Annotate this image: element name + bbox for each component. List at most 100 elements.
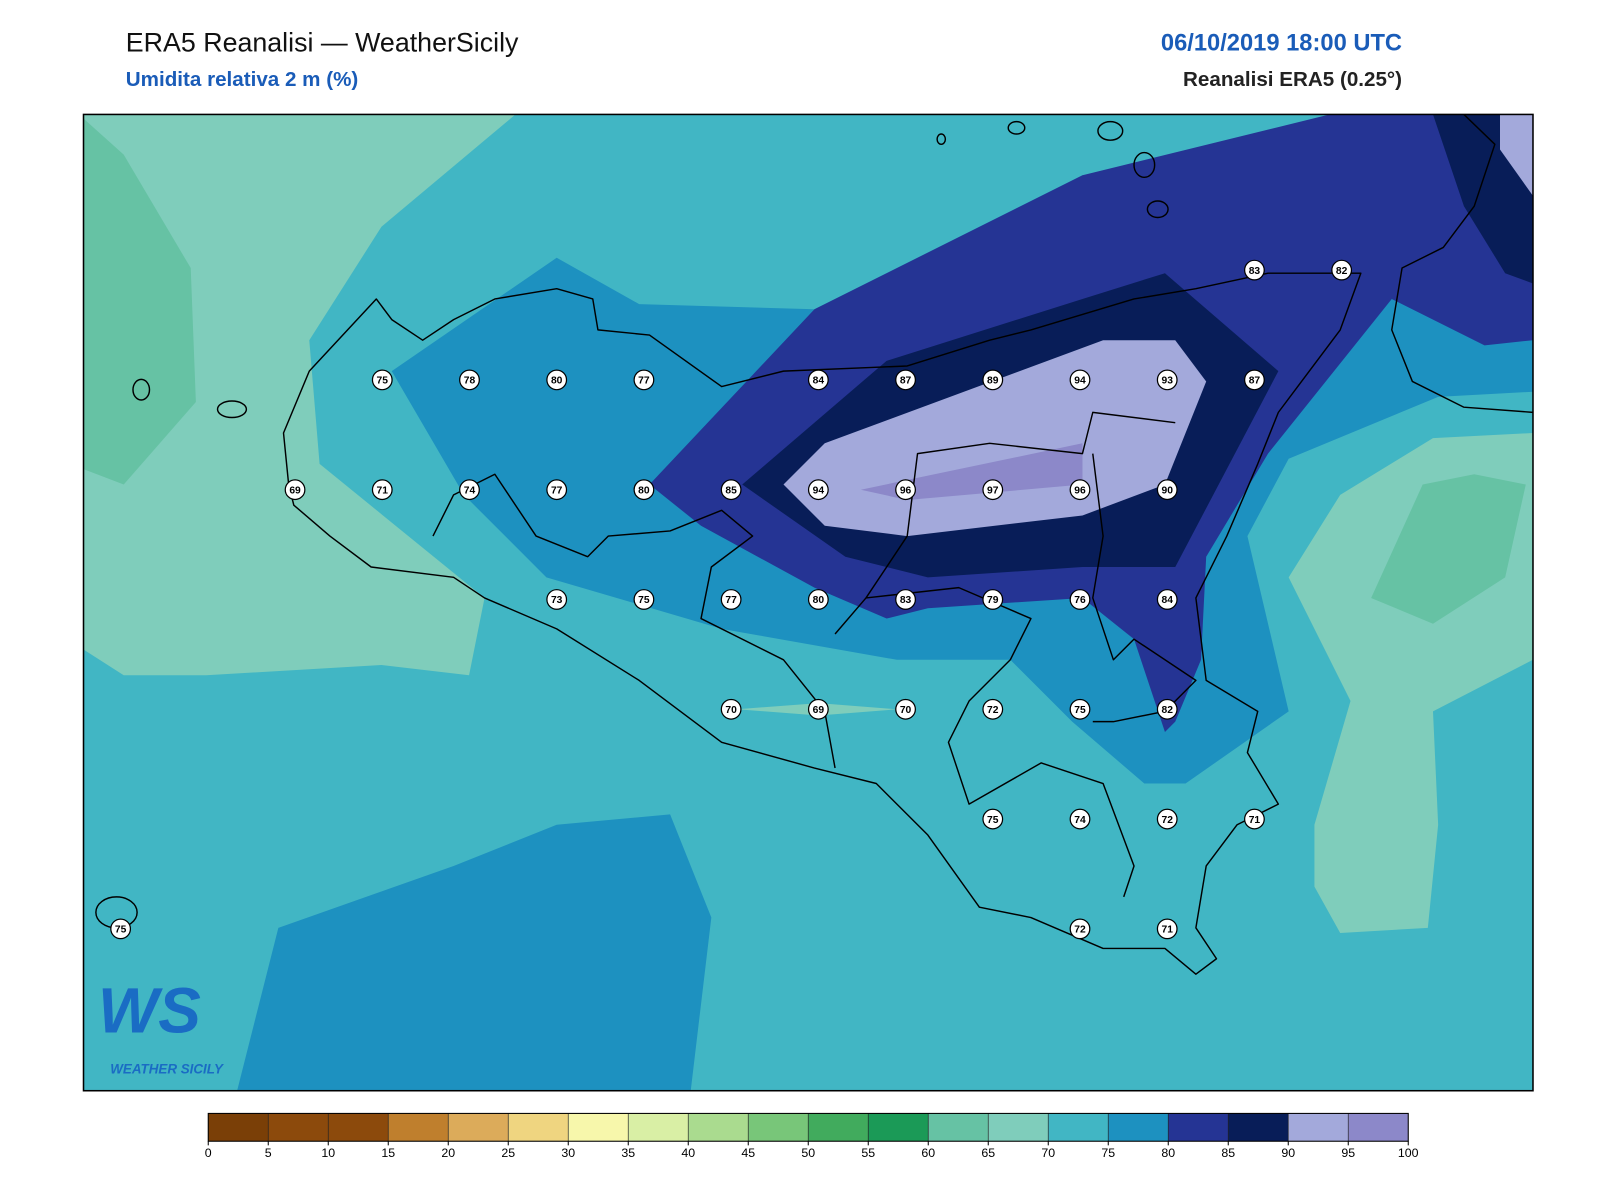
station-marker bbox=[1244, 369, 1265, 391]
station-value: 97 bbox=[987, 485, 999, 496]
colorbar-box bbox=[567, 1113, 629, 1142]
colorbar-tick-label: 35 bbox=[621, 1146, 635, 1160]
colorbar-box bbox=[927, 1113, 989, 1142]
station-marker bbox=[1331, 259, 1353, 281]
colorbar-tick-label: 20 bbox=[441, 1146, 455, 1160]
logo-mark: WS bbox=[98, 974, 201, 1046]
colorbar-tick-label: 75 bbox=[1101, 1146, 1115, 1160]
station-marker bbox=[546, 369, 568, 391]
station-marker bbox=[633, 369, 655, 391]
station-marker bbox=[546, 479, 568, 501]
colorbar-box bbox=[447, 1113, 509, 1142]
station-marker bbox=[807, 589, 829, 610]
colorbar-tick-label: 45 bbox=[741, 1146, 755, 1160]
station-value: 80 bbox=[551, 376, 563, 387]
datetime: 06/10/2019 18:00 UTC bbox=[1161, 31, 1402, 57]
station-marker bbox=[371, 479, 393, 501]
station-value: 75 bbox=[987, 815, 999, 826]
station-marker bbox=[720, 479, 742, 501]
colorbar-tick-label: 90 bbox=[1281, 1146, 1295, 1160]
station-marker bbox=[1244, 808, 1265, 830]
logo: WS WEATHER SICILY bbox=[98, 974, 224, 1076]
colorbar-tick-label: 10 bbox=[321, 1146, 335, 1160]
island bbox=[132, 378, 151, 401]
station-value: 69 bbox=[813, 705, 825, 716]
field-60-65 bbox=[1371, 474, 1526, 624]
island bbox=[1146, 200, 1169, 219]
station-value: 89 bbox=[987, 376, 999, 387]
colorbar-box bbox=[207, 1113, 269, 1142]
station-value: 69 bbox=[289, 485, 301, 496]
island bbox=[1007, 120, 1026, 135]
station-value: 72 bbox=[987, 705, 999, 716]
map-frame bbox=[82, 113, 1534, 1092]
station-marker bbox=[1069, 918, 1091, 940]
station-marker bbox=[807, 698, 829, 720]
station-value: 96 bbox=[1074, 485, 1086, 496]
station-marker bbox=[895, 589, 916, 610]
station-value: 96 bbox=[900, 485, 912, 496]
station-marker bbox=[633, 479, 655, 501]
station-value: 94 bbox=[1074, 376, 1086, 387]
station-marker bbox=[1069, 808, 1091, 830]
station-marker bbox=[546, 589, 568, 610]
station-marker bbox=[895, 698, 916, 720]
station-value: 71 bbox=[377, 485, 389, 496]
station-value: 94 bbox=[813, 485, 825, 496]
colorbar-box bbox=[267, 1113, 329, 1142]
station-value: 70 bbox=[900, 705, 912, 716]
station-marker bbox=[720, 698, 742, 720]
subtitle: Umidita relativa 2 m (%) bbox=[126, 68, 359, 91]
title: ERA5 Reanalisi — WeatherSicily bbox=[126, 27, 519, 57]
station-marker bbox=[284, 479, 306, 501]
colorbar-box bbox=[627, 1113, 689, 1142]
colorbar-box bbox=[387, 1113, 449, 1142]
colorbar-tick-label: 70 bbox=[1041, 1146, 1055, 1160]
colorbar-box bbox=[1227, 1113, 1289, 1142]
colorbar-tick-label: 0 bbox=[205, 1146, 212, 1160]
station-marker bbox=[1069, 479, 1091, 501]
station-value: 79 bbox=[987, 595, 999, 606]
station-value: 80 bbox=[638, 485, 650, 496]
colorbar-tick-label: 40 bbox=[681, 1146, 695, 1160]
colorbar-box bbox=[1167, 1113, 1229, 1142]
station-value: 76 bbox=[1074, 595, 1086, 606]
island bbox=[936, 133, 947, 146]
map-area: 83 82 75 78 80 77 84 87 89 94 93 87 69 71 74 77 80 85 94 96… bbox=[83, 114, 1533, 1091]
colorbar-tick-label: 30 bbox=[561, 1146, 575, 1160]
colorbar-tick-label: 50 bbox=[801, 1146, 815, 1160]
station-marker bbox=[807, 369, 829, 391]
station-value: 83 bbox=[1249, 266, 1261, 277]
station-marker bbox=[1156, 918, 1178, 940]
station-value: 77 bbox=[725, 595, 737, 606]
station-value: 83 bbox=[900, 595, 912, 606]
colorbar: 0 5 10 15 20 25 30 35 40 45 50 55 60 65 70 75 80 85 90 95 10… bbox=[205, 1112, 1419, 1160]
colorbar-tick-label: 95 bbox=[1341, 1146, 1355, 1160]
station-value: 75 bbox=[115, 925, 127, 936]
station-marker bbox=[459, 479, 480, 501]
colorbar-tick-label: 15 bbox=[381, 1146, 395, 1160]
station-value: 77 bbox=[551, 485, 563, 496]
colorbar-tick-label: 85 bbox=[1221, 1146, 1235, 1160]
station-value: 71 bbox=[1249, 815, 1261, 826]
province-border bbox=[834, 411, 1176, 635]
station-marker bbox=[1069, 698, 1091, 720]
station-value: 74 bbox=[1074, 815, 1086, 826]
station-marker bbox=[982, 369, 1004, 391]
station-value: 74 bbox=[464, 485, 476, 496]
station-value: 71 bbox=[1161, 925, 1173, 936]
station-value: 75 bbox=[638, 595, 650, 606]
station-value: 75 bbox=[377, 376, 389, 387]
station-value: 85 bbox=[725, 485, 737, 496]
calabria-coast bbox=[1391, 114, 1533, 414]
station-value: 87 bbox=[900, 376, 912, 387]
station-value: 82 bbox=[1161, 705, 1173, 716]
colorbar-box bbox=[1287, 1113, 1349, 1142]
colorbar-box bbox=[327, 1113, 389, 1142]
station-marker bbox=[1156, 369, 1178, 391]
stations: 83 82 75 78 80 77 84 87 89 94 93 87 69 71 74 77 80 85 94 96… bbox=[110, 259, 1353, 940]
station-value: 77 bbox=[638, 376, 650, 387]
colorbar-box bbox=[807, 1113, 869, 1142]
